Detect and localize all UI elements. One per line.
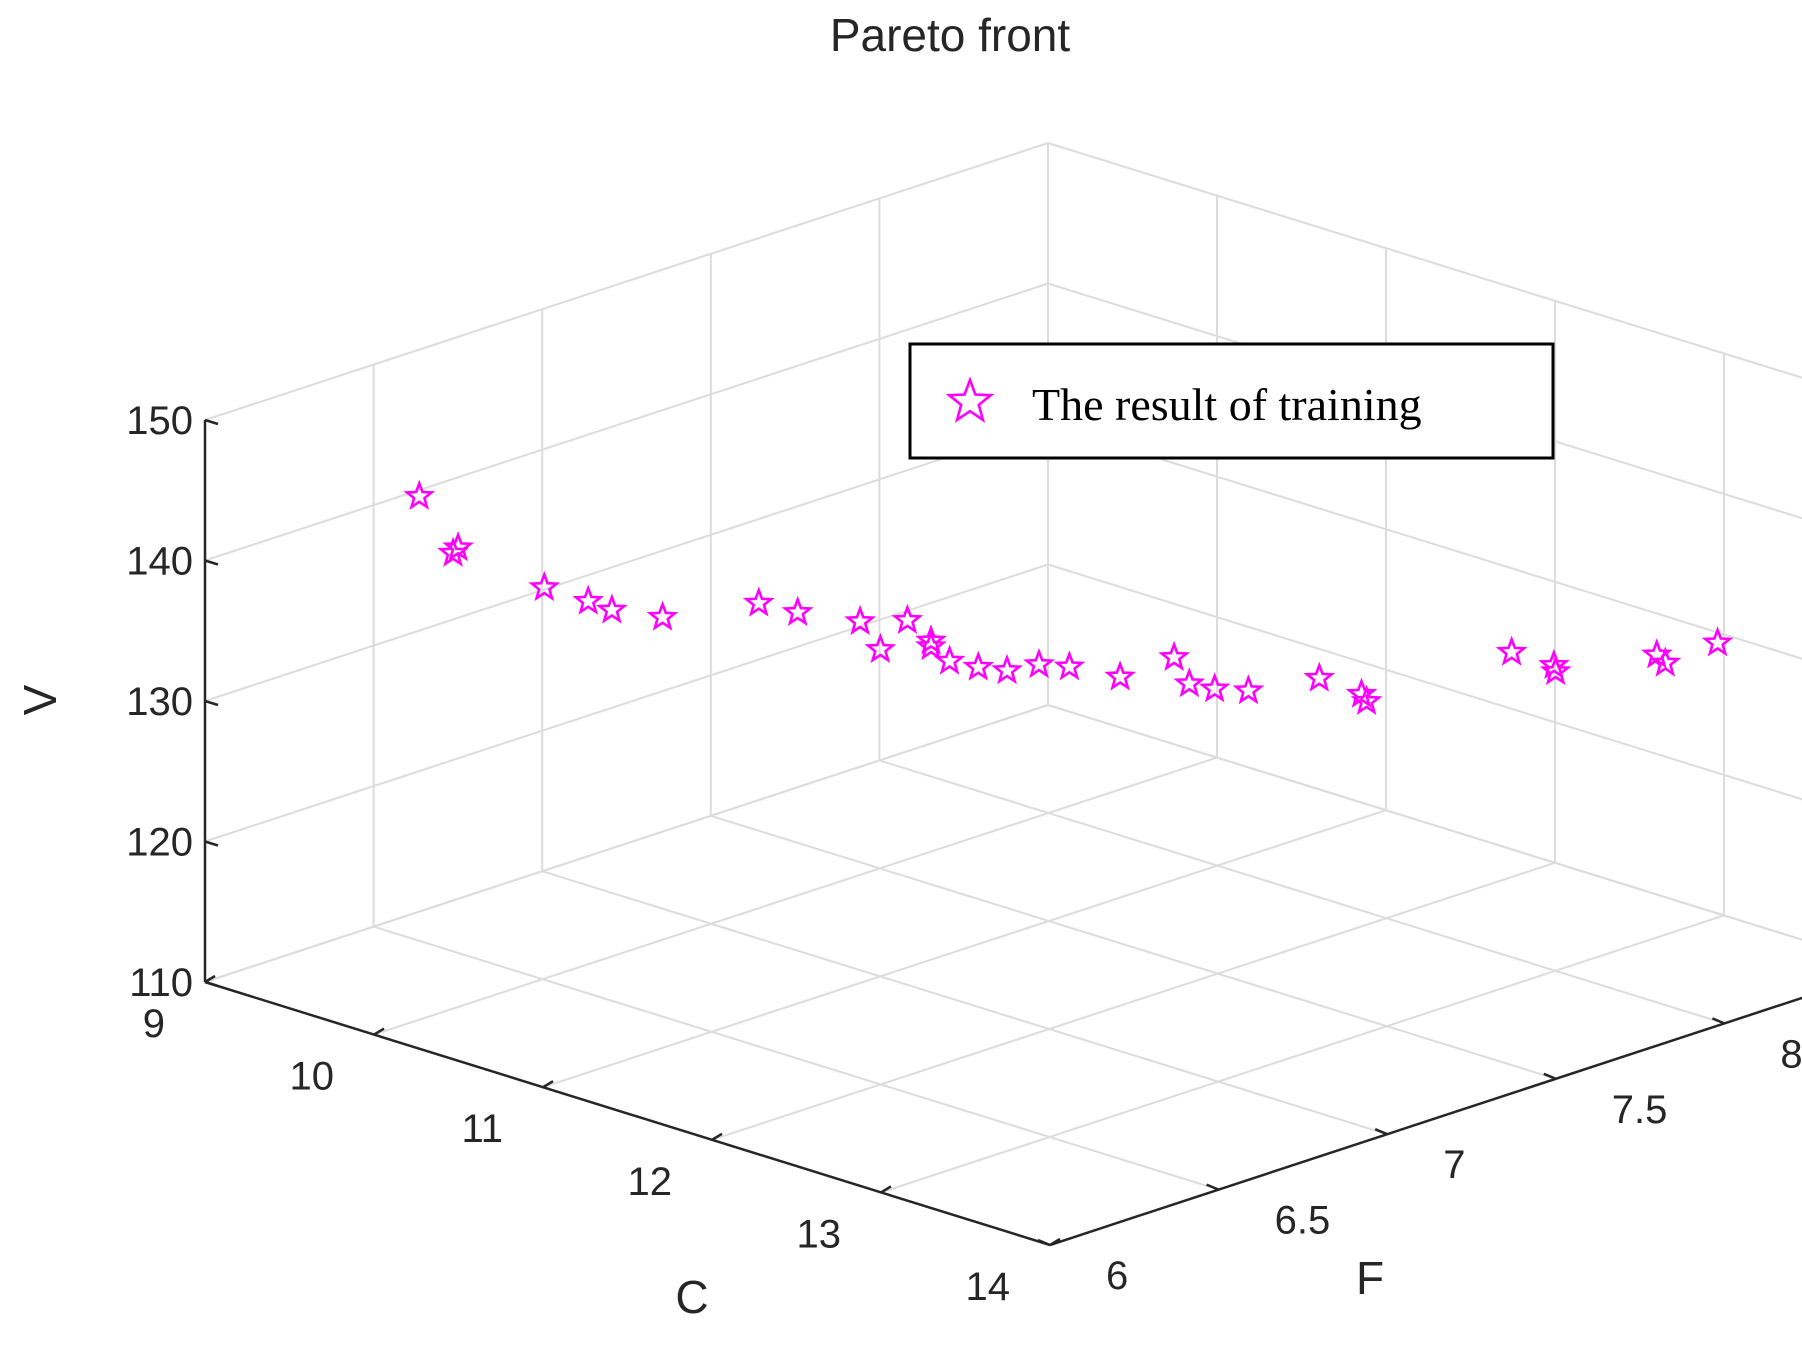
c-tick (542, 1080, 554, 1089)
v-tick-label: 130 (126, 680, 193, 724)
data-point (1158, 640, 1191, 672)
v-tick-label: 120 (126, 821, 193, 865)
f-tick-label: 7 (1443, 1143, 1465, 1187)
data-point (1701, 626, 1734, 657)
c-tick-label: 14 (966, 1265, 1011, 1309)
data-point (1198, 672, 1231, 703)
grid-line (1047, 563, 1802, 801)
data-point (442, 531, 475, 562)
grid-line (204, 142, 1049, 421)
legend-box (908, 342, 1555, 460)
grid-line (1047, 142, 1802, 379)
x-axis-label: C (675, 1271, 708, 1323)
data-point (781, 595, 814, 626)
grid-line (204, 423, 1049, 702)
c-tick (1049, 1237, 1061, 1247)
data-point (403, 479, 436, 510)
legend[interactable]: The result of training (908, 342, 1555, 460)
y-axis-label: F (1356, 1252, 1384, 1304)
grid-line (1047, 423, 1802, 660)
data-point (1303, 661, 1336, 692)
f-axis-line (1049, 996, 1802, 1247)
data-point (437, 536, 469, 567)
grid-line (879, 759, 1725, 1025)
data-point (572, 584, 605, 615)
data-point (1538, 648, 1570, 680)
data-point (595, 593, 628, 624)
data-point (1104, 660, 1137, 691)
data-point (1023, 648, 1055, 679)
data-markers (403, 479, 1734, 716)
f-tick-label: 8 (1780, 1032, 1802, 1076)
data-point (864, 632, 897, 664)
data-point (1173, 667, 1206, 698)
grid-line (711, 861, 1556, 1141)
grid-line (373, 925, 1219, 1191)
data-point (844, 604, 877, 636)
grid-line (541, 870, 1388, 1136)
grid-line (542, 809, 1387, 1089)
data-point (1539, 654, 1572, 686)
c-axis-line (204, 980, 1051, 1247)
c-tick (204, 974, 216, 984)
f-tick (1037, 1238, 1051, 1247)
data-point (742, 586, 775, 617)
data-point (962, 650, 995, 681)
f-tick (1711, 1017, 1725, 1025)
c-tick (880, 1185, 892, 1194)
v-tick-label: 110 (129, 961, 193, 1005)
c-tick-label: 13 (797, 1212, 842, 1256)
data-point (891, 603, 924, 635)
v-tick-label: 150 (126, 399, 193, 443)
legend-star-icon (945, 376, 995, 423)
c-tick-label: 10 (290, 1055, 335, 1099)
grid-line (204, 704, 1049, 983)
legend-marker (945, 376, 995, 423)
data-point (528, 570, 561, 602)
v-tick-label: 140 (126, 540, 193, 584)
data-point (1345, 677, 1378, 708)
f-tick-label: 6 (1106, 1254, 1128, 1298)
c-tick (373, 1027, 385, 1036)
f-tick (1206, 1183, 1220, 1191)
data-point (1350, 684, 1383, 716)
grid-line (204, 282, 1049, 562)
c-tick (711, 1132, 723, 1141)
f-tick (1543, 1072, 1557, 1080)
v-tick (204, 418, 219, 426)
v-tick (204, 699, 219, 707)
grid-line (710, 814, 1557, 1080)
v-tick (204, 840, 219, 847)
data-point (915, 624, 947, 655)
v-tick (204, 559, 219, 566)
data-point (1649, 646, 1682, 677)
chart-title: Pareto front (830, 9, 1071, 61)
c-tick-label: 12 (628, 1160, 673, 1204)
f-tick-label: 6.5 (1275, 1199, 1331, 1243)
data-point (1495, 635, 1528, 666)
f-tick (1374, 1128, 1388, 1136)
data-point (1232, 674, 1265, 705)
data-point (991, 653, 1023, 685)
grid-line (1047, 704, 1802, 941)
data-point (646, 600, 679, 631)
f-tick-label: 7.5 (1612, 1088, 1668, 1132)
data-point (933, 644, 966, 675)
grid-line (373, 756, 1218, 1036)
data-point (1053, 650, 1086, 681)
data-point (915, 629, 947, 661)
axes-frame (203, 418, 1802, 1247)
c-tick-label: 9 (143, 1002, 165, 1046)
legend-label: The result of training (1032, 379, 1422, 430)
c-tick-label: 11 (461, 1107, 503, 1151)
v-tick (204, 980, 219, 988)
grid-line (880, 914, 1725, 1194)
z-axis-label: V (14, 684, 66, 715)
